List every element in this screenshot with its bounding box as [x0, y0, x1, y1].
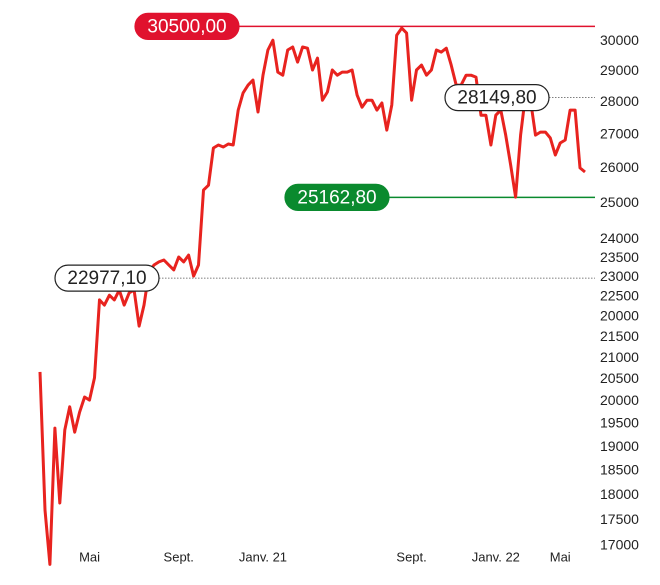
x-tick-label: Sept.	[396, 549, 426, 564]
x-tick-label: Janv. 22	[472, 549, 520, 564]
y-tick-label: 18500	[600, 461, 639, 477]
series-line	[38, 26, 586, 566]
y-tick-label: 22500	[600, 287, 639, 303]
y-tick-label: 19500	[600, 415, 639, 431]
annotation-pill	[284, 183, 390, 211]
y-tick-label: 26000	[600, 159, 639, 175]
annotation-label: 22977,10	[67, 268, 146, 289]
y-tick-label: 20000	[600, 392, 639, 408]
y-tick-label: 20500	[600, 370, 639, 386]
y-tick-label: 21000	[600, 349, 639, 365]
annotation-pill	[54, 264, 160, 292]
y-tick-label: 21500	[600, 328, 639, 344]
annotation-pill	[134, 12, 240, 40]
annotation-label: 28149,80	[457, 88, 536, 109]
y-tick-label: 19000	[600, 438, 639, 454]
x-tick-label: Mai	[550, 549, 571, 564]
y-tick-label: 29000	[600, 62, 639, 78]
y-tick-label: 27000	[600, 125, 639, 141]
x-tick-label: Mai	[79, 549, 100, 564]
y-tick-label: 20000	[600, 307, 639, 323]
y-tick-label: 28000	[600, 93, 639, 109]
y-tick-label: 18000	[600, 486, 639, 502]
y-tick-label: 30000	[600, 32, 639, 48]
annotation-label: 25162,80	[297, 187, 376, 208]
x-tick-label: Sept.	[164, 549, 194, 564]
y-tick-label: 17000	[600, 537, 639, 553]
y-tick-label: 23500	[600, 249, 639, 265]
x-tick-label: Janv. 21	[239, 549, 287, 564]
y-tick-label: 17500	[600, 511, 639, 527]
y-tick-label: 24000	[600, 230, 639, 246]
annotation-pill	[444, 84, 550, 112]
y-tick-label: 23000	[600, 268, 639, 284]
annotation-label: 30500,00	[147, 16, 226, 37]
y-tick-label: 25000	[600, 194, 639, 210]
